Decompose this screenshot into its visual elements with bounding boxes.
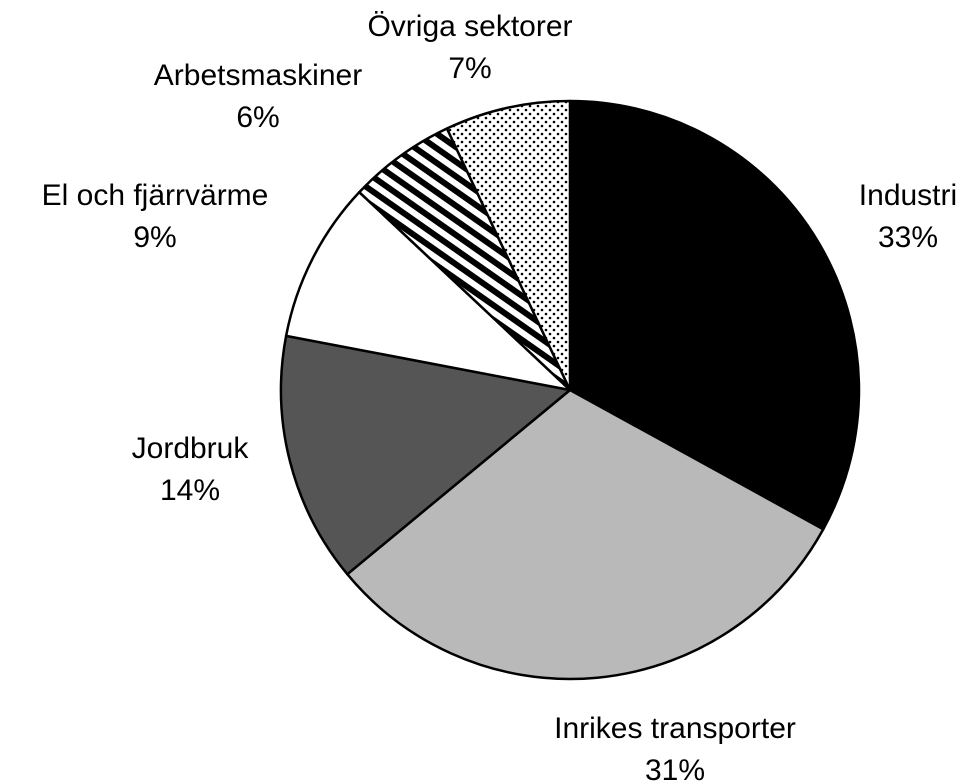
slice-value-label: 7% — [448, 52, 491, 85]
slice-label: Arbetsmaskiner — [154, 59, 362, 92]
pie-slice — [445, 99, 572, 392]
pie-slice — [279, 334, 572, 576]
slice-value-label: 31% — [645, 754, 705, 784]
slice-value-label: 6% — [236, 101, 279, 134]
pie-slice — [568, 99, 861, 531]
slice-label: Jordbruk — [132, 432, 250, 465]
slice-value-label: 33% — [878, 221, 938, 254]
pie-slice — [284, 190, 572, 392]
slice-value-label: 14% — [160, 474, 220, 507]
slice-label: El och fjärrvärme — [42, 179, 269, 212]
slice-value-label: 9% — [133, 221, 176, 254]
slice-label: Industri — [859, 179, 957, 212]
slice-label: Inrikes transporter — [554, 712, 796, 745]
pie-slice — [346, 388, 825, 681]
slice-label: Övriga sektorer — [367, 10, 572, 43]
